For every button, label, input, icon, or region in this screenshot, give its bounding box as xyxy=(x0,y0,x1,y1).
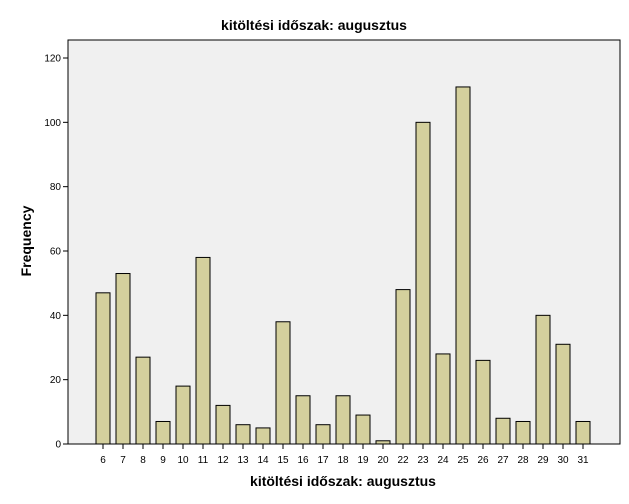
bar-22 xyxy=(395,289,411,445)
bar-15 xyxy=(275,321,291,445)
plot-area xyxy=(67,39,621,445)
bar-12 xyxy=(215,404,231,445)
x-tick-label: 10 xyxy=(177,455,189,466)
x-tick-label: 16 xyxy=(297,455,309,466)
y-axis-title: Frequency xyxy=(18,205,34,276)
bar-23 xyxy=(415,121,431,445)
x-tick-label: 26 xyxy=(477,455,489,466)
x-tick-label: 6 xyxy=(100,455,106,466)
bar-9 xyxy=(155,420,171,445)
y-tick-label: 80 xyxy=(50,182,62,193)
y-axis: 0 20 40 60 80 100 120 xyxy=(44,40,69,451)
bar-11 xyxy=(195,256,211,445)
y-tick-label: 120 xyxy=(44,54,61,65)
y-tick-label: 60 xyxy=(50,247,62,258)
x-tick-label: 7 xyxy=(120,455,126,466)
x-tick-label: 27 xyxy=(497,455,509,466)
bar-29 xyxy=(535,314,551,445)
bar-24 xyxy=(435,353,451,445)
bar-18 xyxy=(335,395,351,445)
x-tick-label: 22 xyxy=(397,455,409,466)
bar-8 xyxy=(135,356,151,445)
bar-20 xyxy=(375,440,391,445)
x-tick-label: 12 xyxy=(217,455,229,466)
bar-10 xyxy=(175,385,191,445)
x-tick-label: 13 xyxy=(237,455,249,466)
bar-14 xyxy=(255,427,271,445)
x-tick-label: 29 xyxy=(537,455,549,466)
bar-28 xyxy=(515,420,531,445)
bar-7 xyxy=(115,273,131,445)
x-tick-label: 18 xyxy=(337,455,349,466)
y-tick-label: 20 xyxy=(50,375,62,386)
bar-30 xyxy=(555,343,571,445)
x-tick-label: 9 xyxy=(160,455,166,466)
x-tick-label: 19 xyxy=(357,455,369,466)
y-tick-label: 40 xyxy=(50,311,62,322)
chart-title: kitöltési időszak: augusztus xyxy=(221,17,407,33)
x-tick-label: 8 xyxy=(140,455,146,466)
y-tick-label: 0 xyxy=(55,440,61,451)
x-tick-label: 28 xyxy=(517,455,529,466)
x-tick-label: 31 xyxy=(577,455,589,466)
y-tick-label: 100 xyxy=(44,118,61,129)
x-tick-label: 20 xyxy=(377,455,389,466)
bar-16 xyxy=(295,395,311,445)
x-tick-label: 11 xyxy=(198,455,209,466)
x-axis: 6 7 8 9 10 11 12 13 14 15 16 17 18 19 20 22 23 24 25 26 27 28… xyxy=(100,444,589,466)
bar-13 xyxy=(235,424,251,445)
bar-27 xyxy=(495,417,511,445)
x-tick-label: 25 xyxy=(457,455,469,466)
bar-25 xyxy=(455,86,471,445)
bar-31 xyxy=(575,420,591,445)
bar-17 xyxy=(315,424,331,445)
x-tick-label: 24 xyxy=(437,455,449,466)
x-tick-label: 15 xyxy=(277,455,289,466)
bars xyxy=(95,86,591,445)
x-tick-label: 14 xyxy=(257,455,269,466)
x-axis-title: kitöltési időszak: augusztus xyxy=(250,473,436,489)
bar-6 xyxy=(95,292,111,445)
x-tick-label: 23 xyxy=(417,455,429,466)
x-tick-label: 17 xyxy=(317,455,329,466)
x-tick-label: 30 xyxy=(557,455,569,466)
bar-19 xyxy=(355,414,371,445)
bar-26 xyxy=(475,359,491,445)
